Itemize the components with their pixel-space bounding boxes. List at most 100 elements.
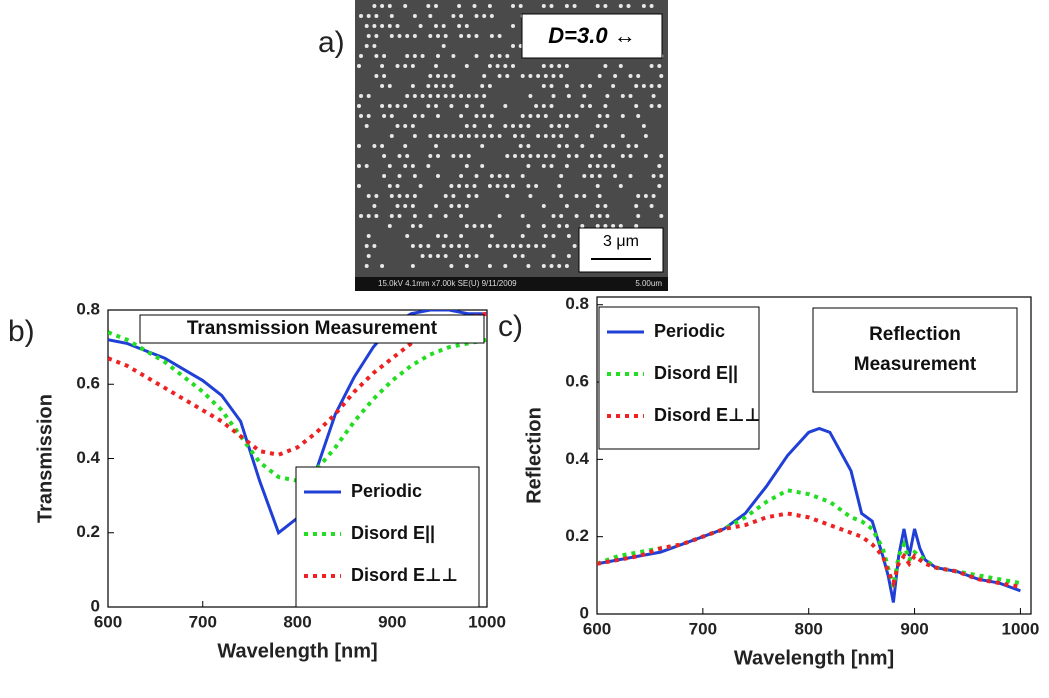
sem-particle: [520, 114, 525, 118]
sem-particle: [605, 214, 610, 218]
sem-particle: [628, 94, 633, 98]
y-axis-label: Reflection: [523, 407, 545, 504]
sem-particle: [410, 64, 415, 68]
sem-particle: [487, 244, 492, 248]
sem-particle: [436, 54, 440, 58]
sem-particle: [634, 104, 639, 108]
sem-particle: [405, 234, 410, 238]
sem-particle: [534, 104, 539, 108]
sem-particle: [526, 124, 531, 128]
x-tick-label: 700: [689, 619, 717, 638]
y-tick-label: 0.8: [76, 299, 100, 318]
sem-particle: [410, 224, 415, 228]
sem-particle: [412, 94, 417, 98]
sem-particle: [464, 164, 469, 168]
sem-particle: [551, 234, 556, 238]
sem-particle: [397, 154, 402, 158]
sem-particle: [412, 34, 417, 38]
sem-particle: [505, 174, 510, 178]
sem-particle: [605, 114, 610, 118]
sem-particle: [466, 194, 471, 198]
sem-particle: [518, 124, 523, 128]
sem-particle: [543, 234, 548, 238]
sem-particle: [526, 144, 531, 148]
sem-particle: [403, 124, 408, 128]
sem-particle: [436, 154, 440, 158]
sem-particle: [588, 84, 592, 88]
sem-particle: [451, 134, 456, 138]
sem-particle: [405, 34, 410, 38]
sem-particle: [451, 74, 456, 78]
annotation: Measurement: [854, 354, 977, 375]
sem-particle: [580, 84, 585, 88]
sem-particle: [436, 254, 440, 258]
sem-particle: [618, 224, 623, 228]
sem-particle: [443, 94, 448, 98]
sem-particle: [389, 34, 394, 38]
sem-particle: [487, 264, 492, 268]
sem-particle: [482, 134, 487, 138]
sem-particle: [464, 64, 469, 68]
sem-particle: [505, 194, 510, 198]
sem-particle: [428, 74, 433, 78]
sem-particle: [420, 254, 425, 258]
legend-label: Disord E||: [351, 523, 435, 543]
sem-particle: [634, 204, 639, 208]
sem-particle: [464, 244, 469, 248]
sem-particle: [480, 144, 485, 148]
sem-particle: [543, 74, 548, 78]
sem-particle: [511, 64, 515, 68]
sem-particle: [387, 224, 392, 228]
panel-label: a): [318, 26, 345, 59]
sem-particle: [559, 114, 564, 118]
sem-particle: [466, 134, 471, 138]
sem-particle: [557, 264, 562, 268]
sem-particle: [436, 74, 440, 78]
sem-particle: [620, 94, 625, 98]
sem-particle: [518, 4, 523, 8]
sem-particle: [603, 144, 608, 148]
sem-particle: [474, 114, 479, 118]
sem-particle: [474, 254, 479, 258]
sem-particle: [557, 124, 562, 128]
scale-box: [578, 227, 664, 273]
sem-particle: [366, 214, 371, 218]
sem-particle: [395, 184, 400, 188]
sem-particle: [366, 14, 371, 18]
sem-particle: [651, 94, 656, 98]
sem-particle: [459, 174, 464, 178]
sem-particle: [559, 174, 564, 178]
sem-particle: [364, 264, 369, 268]
sem-particle: [374, 214, 379, 218]
sem-particle: [387, 184, 392, 188]
sem-particle: [464, 104, 469, 108]
sem-particle: [364, 24, 369, 28]
sem-particle: [582, 94, 587, 98]
sem-particle: [412, 194, 417, 198]
sem-particle: [511, 4, 515, 8]
sem-particle: [436, 114, 440, 118]
sem-particle: [412, 134, 417, 138]
sem-particle: [613, 74, 618, 78]
sem-particle: [603, 104, 608, 108]
sem-particle: [372, 24, 377, 28]
sem-particle: [511, 24, 515, 28]
sem-particle: [503, 264, 508, 268]
sem-particle: [549, 164, 554, 168]
sem-particle: [605, 94, 610, 98]
sem-particle: [489, 134, 494, 138]
sem-particle: [659, 214, 664, 218]
sem-particle: [487, 224, 492, 228]
sem-particle: [495, 184, 500, 188]
sem-particle: [574, 134, 579, 138]
sem-particle: [480, 84, 485, 88]
sem-particle: [374, 34, 379, 38]
sem-particle: [582, 174, 587, 178]
sem-particle: [503, 104, 508, 108]
sem-particle: [380, 144, 385, 148]
sem-label-box: [521, 13, 663, 59]
sem-particle: [603, 4, 608, 8]
sem-particle: [618, 64, 623, 68]
sem-particle: [441, 84, 446, 88]
sem-particle: [564, 4, 569, 8]
